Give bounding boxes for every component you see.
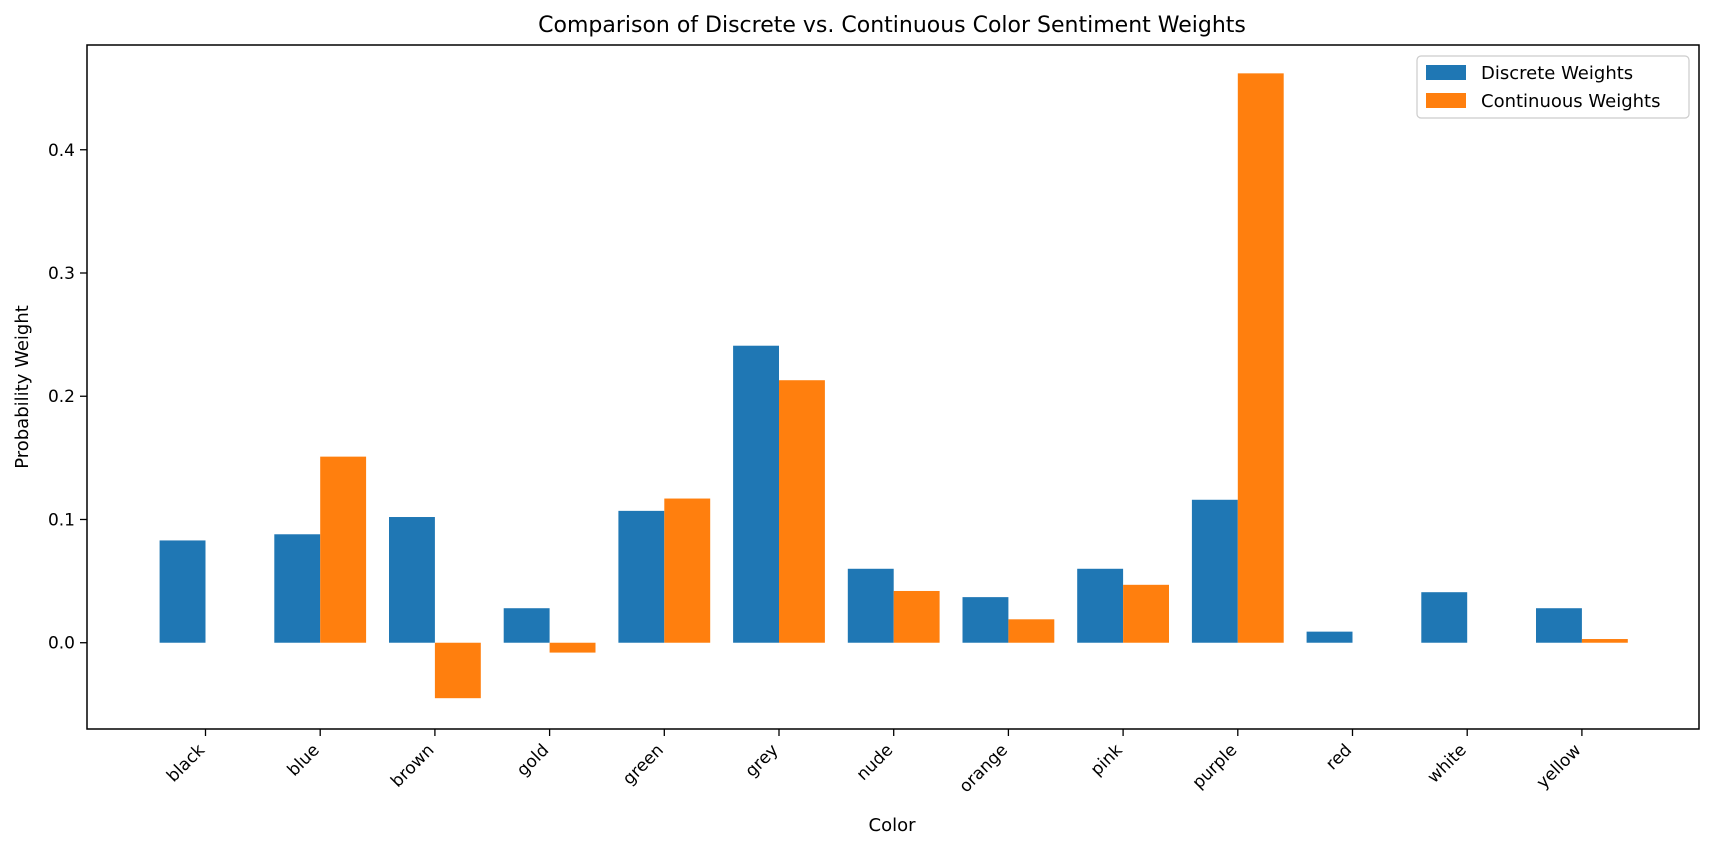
legend-swatch-continuous [1426, 93, 1466, 108]
chart-title: Comparison of Discrete vs. Continuous Co… [538, 13, 1246, 38]
y-axis-label: Probability Weight [12, 305, 33, 469]
x-tick-label-green: green [619, 740, 668, 789]
bar-continuous-gold [549, 642, 596, 653]
x-tick-label-grey: grey [742, 740, 783, 781]
bar-continuous-nude [893, 590, 940, 643]
plot-frame [86, 44, 1700, 730]
bar-discrete-gold [503, 608, 550, 643]
bar-discrete-brown [389, 517, 435, 643]
y-axis-ticks: 0.0 0.1 0.2 0.3 0.4 [48, 141, 87, 654]
bar-continuous-yellow [1581, 639, 1628, 643]
bar-discrete-white [1421, 592, 1468, 643]
bar-discrete-nude [847, 568, 894, 643]
legend-box [1416, 55, 1690, 119]
bar-continuous-pink [1123, 584, 1169, 643]
x-tick-label-white: white [1424, 740, 1471, 787]
bar-continuous-brown [434, 642, 481, 699]
x-axis-label: Color [869, 815, 917, 836]
legend-label-continuous: Continuous Weights [1481, 91, 1660, 112]
x-tick-label-yellow: yellow [1533, 740, 1586, 793]
bars-group [159, 73, 1628, 699]
y-tick-label: 0.4 [48, 141, 75, 161]
bar-discrete-green [618, 510, 665, 643]
x-tick-label-pink: pink [1087, 740, 1127, 780]
x-tick-label-black: black [163, 740, 209, 786]
x-axis-ticks: black blue brown gold green grey nude orange pin… [163, 729, 1586, 797]
bar-discrete-red [1306, 631, 1353, 643]
bar-discrete-black [159, 540, 206, 643]
bar-continuous-green [664, 498, 711, 643]
x-tick-label-brown: brown [387, 740, 438, 791]
y-tick-label: 0.0 [48, 634, 75, 654]
x-tick-label-red: red [1322, 740, 1356, 774]
x-tick-label-gold: gold [513, 740, 553, 780]
legend: Discrete Weights Continuous Weights [1416, 55, 1690, 119]
legend-swatch-discrete [1426, 65, 1466, 80]
bar-continuous-blue [320, 456, 367, 643]
y-tick-label: 0.3 [48, 264, 75, 284]
bar-continuous-purple [1237, 73, 1284, 643]
bar-continuous-grey [779, 380, 825, 643]
bar-discrete-blue [274, 534, 321, 643]
y-tick-label: 0.2 [48, 387, 75, 407]
bar-discrete-purple [1191, 499, 1238, 643]
bar-discrete-pink [1077, 568, 1124, 643]
bar-discrete-grey [733, 345, 779, 643]
bar-discrete-yellow [1536, 608, 1582, 643]
x-tick-label-blue: blue [284, 740, 324, 780]
y-tick-label: 0.1 [48, 510, 75, 530]
x-tick-label-nude: nude [853, 740, 897, 784]
legend-label-discrete: Discrete Weights [1481, 63, 1633, 84]
x-tick-label-purple: purple [1189, 740, 1242, 793]
bar-continuous-orange [1008, 619, 1055, 643]
bar-discrete-orange [962, 597, 1009, 643]
x-tick-label-orange: orange [955, 740, 1011, 796]
